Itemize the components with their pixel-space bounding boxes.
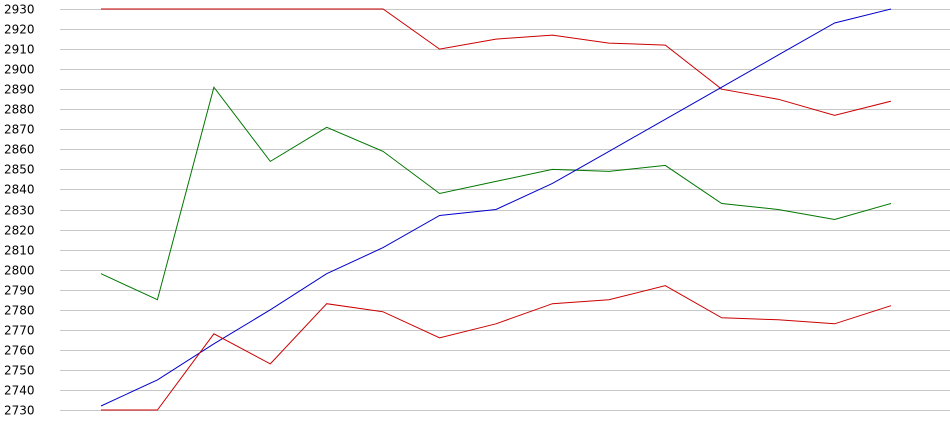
series-line-2 [100, 86, 892, 301]
y-tick-label: 2810 [4, 244, 35, 258]
y-tick-label: 2750 [4, 364, 35, 378]
y-tick-label: 2820 [4, 224, 35, 238]
y-tick-label: 2890 [4, 83, 35, 97]
y-tick-label: 2770 [4, 324, 35, 338]
y-tick-label: 2840 [4, 183, 35, 197]
y-tick-label: 2790 [4, 284, 35, 298]
y-tick-label: 2760 [4, 344, 35, 358]
y-tick-label: 2880 [4, 103, 35, 117]
y-tick-label: 2740 [4, 384, 35, 398]
y-tick-label: 2830 [4, 204, 35, 218]
y-tick-label: 2730 [4, 404, 35, 418]
series-lines [100, 8, 892, 411]
grid [60, 9, 950, 411]
y-tick-label: 2850 [4, 163, 35, 177]
y-tick-label: 2910 [4, 43, 35, 57]
y-tick-label: 2780 [4, 304, 35, 318]
y-tick-label: 2900 [4, 63, 35, 77]
y-tick-label: 2800 [4, 264, 35, 278]
y-tick-label: 2920 [4, 23, 35, 37]
y-tick-label: 2870 [4, 123, 35, 137]
y-tick-label: 2860 [4, 143, 35, 157]
series-line-3 [100, 8, 892, 407]
y-tick-label: 2930 [4, 3, 35, 17]
y-axis-tick-labels: 2730 2740 2750 2760 2770 2780 2790 2800 2810 2820… [4, 3, 35, 418]
series-line-4 [101, 285, 892, 411]
series-line-1 [101, 8, 892, 116]
